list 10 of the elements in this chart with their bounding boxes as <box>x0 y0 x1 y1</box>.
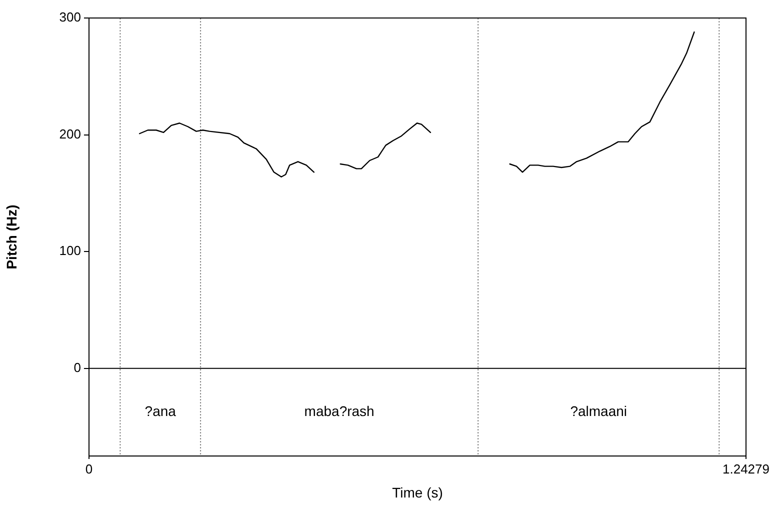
y-axis-title: Pitch (Hz) <box>3 204 20 270</box>
annotation: maba?rash <box>304 403 374 420</box>
annotation: ?ana <box>144 403 176 420</box>
y-tick-label: 200 <box>59 126 81 142</box>
x-axis-title: Time (s) <box>392 484 443 500</box>
y-tick-label: 100 <box>59 243 81 258</box>
annotation: ?almaani <box>570 403 628 420</box>
x-tick-label: 1.24279 <box>722 461 770 476</box>
y-tick-label: 300 <box>59 10 81 25</box>
y-tick-label: 0 <box>74 360 81 375</box>
